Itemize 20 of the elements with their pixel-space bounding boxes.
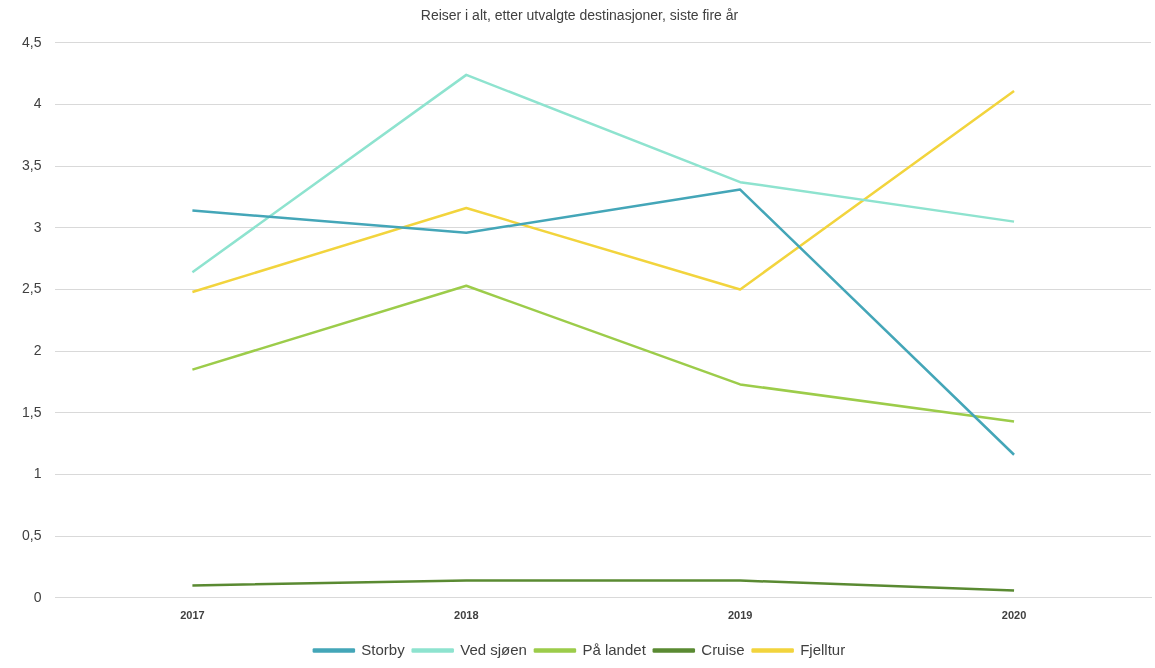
legend-label: Cruise	[701, 640, 745, 658]
y-tick-label: 0,5	[21, 526, 42, 543]
x-tick-label: 2020	[1001, 609, 1027, 622]
y-tick-label: 1,5	[21, 403, 42, 420]
y-tick-label: 3	[33, 218, 42, 235]
y-tick-label: 4	[33, 95, 42, 112]
y-tick-label: 2,5	[21, 280, 42, 297]
y-tick-label: 4,5	[21, 33, 42, 50]
y-tick-label: 3,5	[21, 156, 42, 173]
x-tick-label: 2017	[180, 609, 205, 622]
legend-label: På landet	[582, 640, 647, 658]
legend-label: Fjelltur	[800, 640, 846, 658]
x-tick-label: 2019	[727, 609, 753, 622]
legend-label: Storby	[361, 640, 406, 658]
y-tick-label: 2	[33, 341, 42, 358]
legend-label: Ved sjøen	[460, 640, 527, 658]
x-tick-label: 2018	[454, 609, 479, 622]
y-tick-label: 0	[33, 588, 42, 605]
y-tick-label: 1	[33, 465, 42, 482]
chart-title: Reiser i alt, etter utvalgte destinasjoner, siste fire år	[420, 7, 739, 24]
